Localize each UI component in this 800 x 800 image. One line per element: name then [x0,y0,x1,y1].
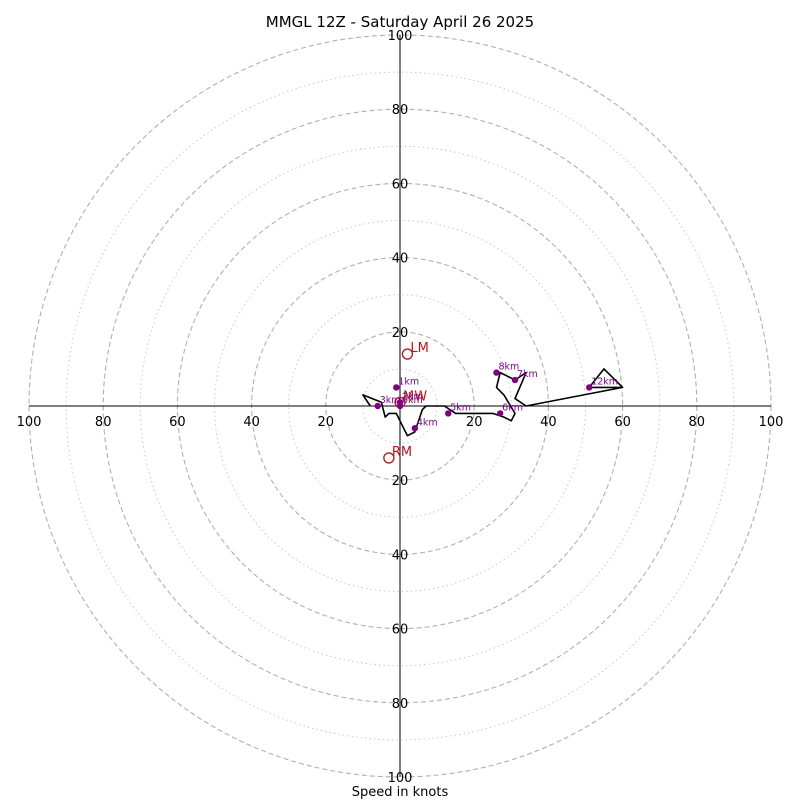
height-point-3km [374,402,381,410]
height-label-12km: 12km [591,376,618,387]
y-tick-label: 20 [392,326,409,341]
height-point-12km [586,384,593,391]
tick-labels: 100 80 60 40 20 20 40 60 80 100 100 80 60 40 20 20 40 60 8… [17,29,784,786]
x-tick-label: 100 [17,415,42,430]
y-tick-label: 60 [392,177,409,192]
x-tick-label: 60 [614,415,631,430]
motion-label-rm: RM [392,445,412,460]
y-tick-label: 40 [392,548,409,563]
x-tick-label: 20 [466,415,483,430]
height-label-8km: 8km [498,362,519,373]
x-tick-label: 20 [318,415,335,430]
height-label-6km: 6km [502,402,523,413]
height-point-1km [393,384,400,391]
height-label-0km: 0km [402,395,423,406]
x-tick-label: 40 [243,415,260,430]
motion-label-lm: LM [410,341,428,356]
y-tick-label: 40 [392,252,409,267]
hodograph-trace [362,368,624,437]
storm-motion-markers: LM RM MW [383,341,429,464]
chart-title: MMGL 12Z - Saturday April 26 2025 [266,13,534,31]
height-point-4km [411,425,419,432]
motion-label-mw: MW [403,389,427,404]
motion-marker-lm [401,348,414,360]
height-label-4km: 4km [417,417,438,428]
y-tick-label: 20 [392,474,409,489]
height-label-1km: 1km [398,376,419,387]
height-label-7km: 7km [517,369,538,380]
height-point-6km [496,410,504,417]
y-tick-label: 80 [392,103,409,118]
x-tick-label: 100 [759,415,784,430]
y-tick-label: 60 [392,623,409,638]
height-label-3km: 3km [380,395,401,406]
x-tick-label: 80 [95,415,112,430]
height-label-2km: 2km [402,391,423,402]
y-tick-label: 100 [388,771,413,786]
height-label-5km: 5km [450,402,471,413]
x-axis-label: Speed in knots [352,785,449,800]
x-tick-label: 40 [540,415,557,430]
y-tick-label: 80 [392,697,409,712]
x-tick-label: 80 [689,415,706,430]
y-tick-label: 100 [388,29,413,44]
height-point-2km [396,399,404,406]
height-point-5km [445,410,452,417]
height-point-8km [493,369,500,376]
x-tick-label: 60 [169,415,186,430]
height-point-7km [511,376,519,384]
hodograph-line [362,368,624,437]
motion-marker-rm [383,452,395,464]
